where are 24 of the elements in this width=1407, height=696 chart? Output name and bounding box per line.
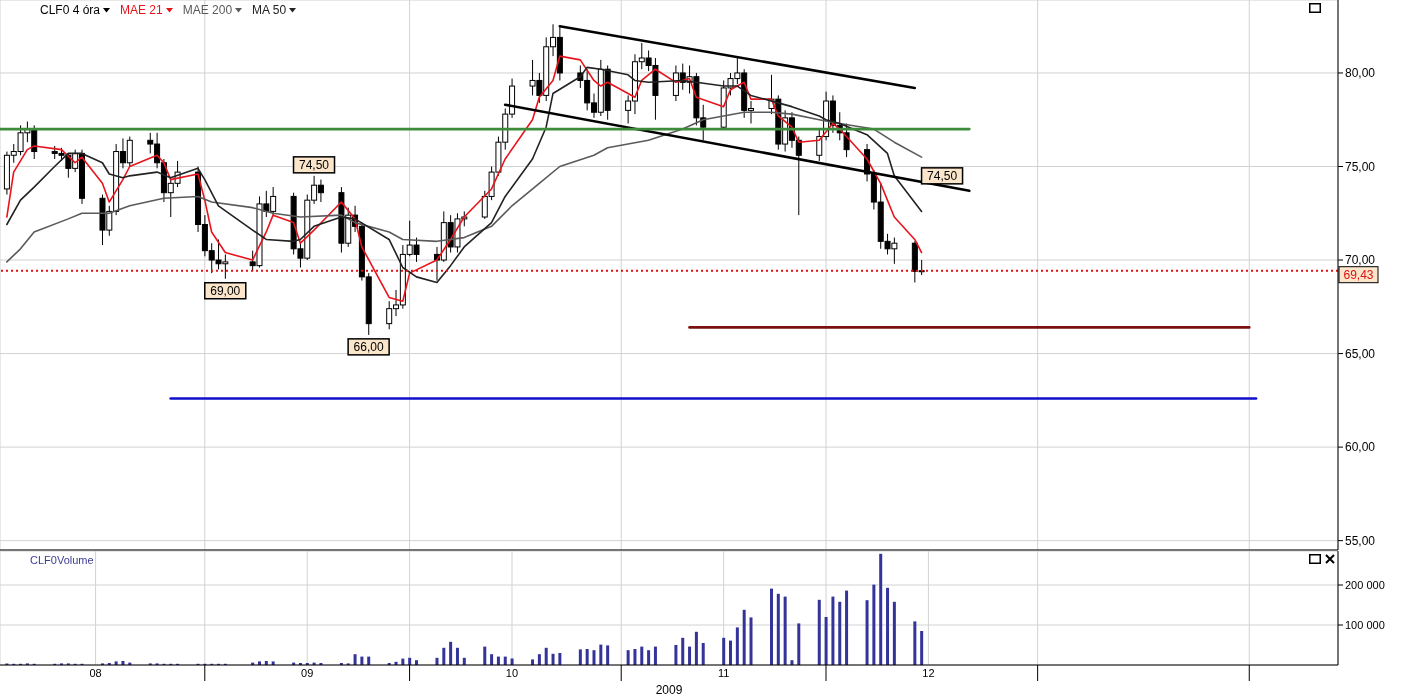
chart-title: CLF0Volume: [30, 554, 94, 566]
x-tick-label: 10: [505, 667, 519, 679]
annotation: 74,50: [927, 169, 958, 184]
y-tick-label: 60,00: [1345, 440, 1376, 455]
legend-label: MA 50: [252, 3, 288, 17]
x-axis-title: 2009: [655, 683, 683, 696]
y-tick-label: 55,00: [1345, 533, 1376, 548]
x-tick-label: 08: [89, 667, 102, 679]
annotation: 74,50: [299, 158, 330, 173]
y-tick-label: 70,00: [1345, 253, 1376, 268]
legend-label: CLF0 4 óra: [40, 3, 102, 17]
y-tick-label: 100 000: [1345, 618, 1385, 631]
x-tick-label: 12: [922, 667, 935, 679]
x-tick-label: 11: [717, 667, 730, 679]
legend-label: MAE 21: [120, 3, 164, 17]
y-tick-label: 80,00: [1345, 66, 1376, 81]
legend-label: MAE 200: [182, 3, 234, 17]
y-tick-label: 65,00: [1345, 346, 1376, 361]
x-tick-label: 09: [301, 667, 314, 679]
y-tick-label: 200 000: [1345, 578, 1385, 591]
annotation: 69,00: [210, 284, 241, 299]
y-tick-label: 75,00: [1345, 159, 1376, 174]
ref-line-label: 69,43: [1343, 267, 1374, 282]
annotation: 66,00: [353, 340, 384, 355]
